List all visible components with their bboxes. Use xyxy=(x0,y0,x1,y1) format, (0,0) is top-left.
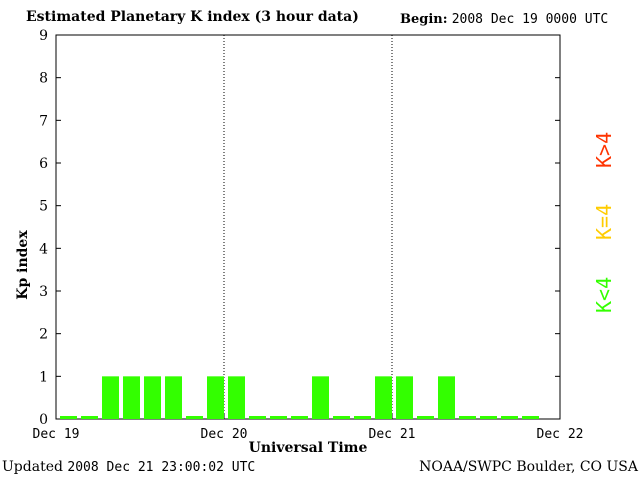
kp-bar-9 xyxy=(249,416,266,419)
kp-bar-12 xyxy=(312,376,329,419)
kp-bar-3 xyxy=(123,376,140,419)
kp-bar-14 xyxy=(354,416,371,419)
kp-bar-19 xyxy=(459,416,476,419)
kp-bar-8 xyxy=(228,376,245,419)
x-tick-label-3: Dec 22 xyxy=(537,427,584,442)
x-tick-label-2: Dec 21 xyxy=(369,427,416,442)
kp-bar-20 xyxy=(480,416,497,419)
x-tick-label-1: Dec 20 xyxy=(201,427,248,442)
updated-value: 2008 Dec 21 23:00:02 UTC xyxy=(67,460,256,475)
kp-bar-4 xyxy=(144,376,161,419)
kp-bar-16 xyxy=(396,376,413,419)
updated-info: Updated 2008 Dec 21 23:00:02 UTC xyxy=(2,459,255,475)
y-axis-label: Kp index xyxy=(15,230,31,300)
updated-label: Updated xyxy=(2,459,63,475)
y-tick-label-8: 8 xyxy=(39,71,48,87)
kp-bar-2 xyxy=(102,376,119,419)
y-tick-label-6: 6 xyxy=(39,156,48,172)
y-tick-label-0: 0 xyxy=(39,412,48,428)
kp-bar-5 xyxy=(165,376,182,419)
kp-bar-6 xyxy=(186,416,203,419)
credit-text: NOAA/SWPC Boulder, CO USA xyxy=(419,459,638,475)
plot-frame xyxy=(55,34,561,420)
kp-bar-0 xyxy=(60,416,77,419)
kp-bar-18 xyxy=(438,376,455,419)
y-tick-label-9: 9 xyxy=(39,28,48,44)
y-tick-label-7: 7 xyxy=(39,113,48,129)
y-tick-label-4: 4 xyxy=(39,241,48,257)
x-axis-label: Universal Time xyxy=(249,440,368,456)
legend-k-below-4: K<4 xyxy=(592,276,616,313)
legend-k-above-4: K>4 xyxy=(592,131,616,168)
kp-bar-11 xyxy=(291,416,308,419)
kp-bar-21 xyxy=(501,416,518,419)
y-tick-label-1: 1 xyxy=(39,369,48,385)
legend-k-equal-4: K=4 xyxy=(592,203,616,240)
kp-bar-15 xyxy=(375,376,392,419)
y-tick-label-2: 2 xyxy=(39,327,48,343)
y-tick-label-3: 3 xyxy=(39,284,48,300)
kp-bar-1 xyxy=(81,416,98,419)
begin-value: 2008 Dec 19 0000 UTC xyxy=(451,12,609,27)
begin-label: Begin: xyxy=(400,12,448,27)
begin-info: Begin: 2008 Dec 19 0000 UTC xyxy=(400,12,608,27)
kp-bar-17 xyxy=(417,416,434,419)
kp-bar-10 xyxy=(270,416,287,419)
x-tick-label-0: Dec 19 xyxy=(33,427,80,442)
kp-bar-22 xyxy=(522,416,539,419)
kp-bar-7 xyxy=(207,376,224,419)
kp-bar-13 xyxy=(333,416,350,419)
chart-title: Estimated Planetary K index (3 hour data… xyxy=(26,9,359,25)
y-tick-label-5: 5 xyxy=(39,199,48,215)
